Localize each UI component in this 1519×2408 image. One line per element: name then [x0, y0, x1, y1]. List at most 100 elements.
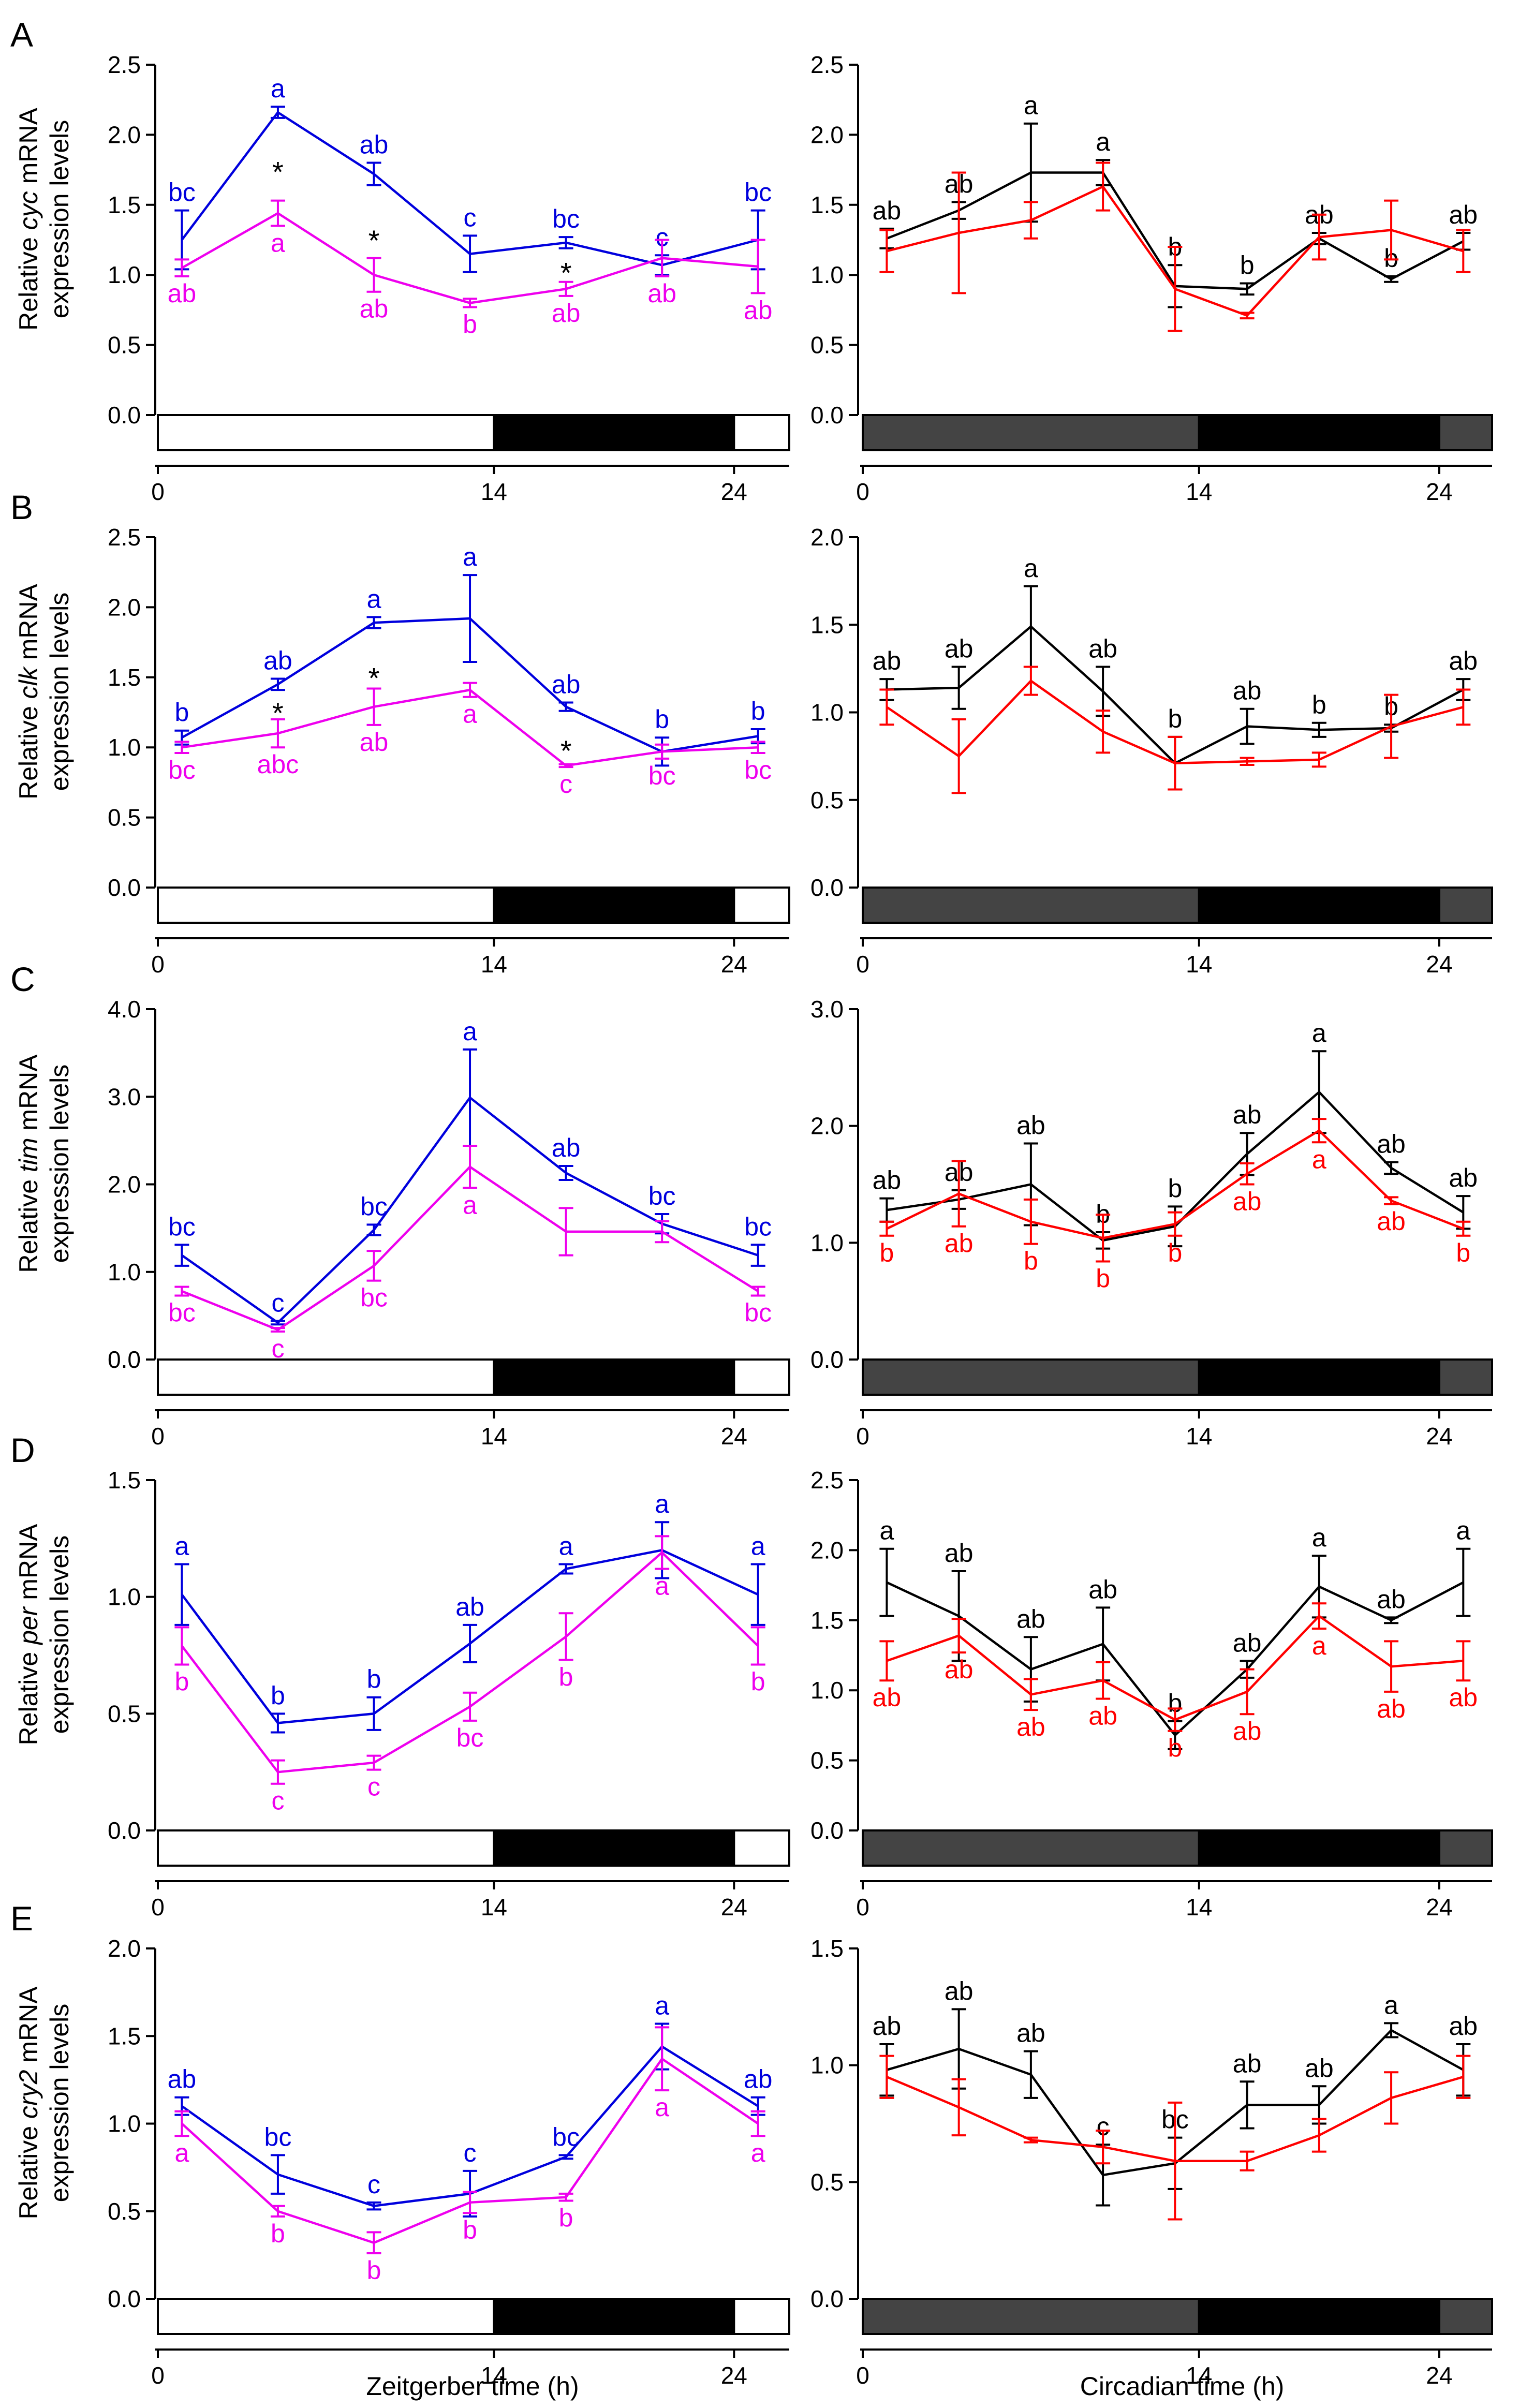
significance-letter: b: [271, 2219, 285, 2248]
y-tick-label: 2.0: [810, 1113, 844, 1140]
significance-letter: ab: [744, 2065, 773, 2094]
panel-C-left: C Relative tim mRNA expression levels 0.0 1.…: [10, 960, 790, 1450]
significance-letter: ab: [873, 1683, 902, 1712]
late-phase-bar: [1438, 1358, 1493, 1396]
y-axis-label-line2: expression levels: [45, 120, 74, 319]
y-axis-label-post: mRNA: [14, 583, 43, 667]
panel-E-left: E Relative cry2 mRNA expression levels 0.0 0…: [10, 1899, 790, 2389]
significance-letter: a: [1312, 1523, 1326, 1552]
significance-letter: b: [751, 697, 765, 726]
significance-letter: b: [174, 1667, 189, 1696]
dark-phase-bar: [1198, 1358, 1440, 1396]
significance-letter: ab: [1449, 1683, 1478, 1712]
y-tick-label: 3.0: [810, 996, 844, 1023]
significance-letter: b: [880, 1238, 894, 1267]
y-axis-label-line2: expression levels: [45, 593, 74, 791]
significance-letter: b: [1168, 1238, 1182, 1267]
x-tick-label: 24: [721, 1423, 747, 1450]
significance-letter: ab: [1233, 1628, 1262, 1657]
significance-letter: bc: [552, 2122, 580, 2151]
significance-letter: ab: [1016, 1712, 1045, 1741]
significance-letter: b: [271, 1681, 285, 1710]
x-tick-label: 24: [721, 1894, 747, 1921]
significance-letter: ab: [1088, 1575, 1117, 1604]
significance-letter: b: [367, 1665, 381, 1694]
significance-letter: a: [174, 1531, 189, 1560]
y-axis-label-pre: Relative: [14, 699, 43, 800]
significance-letter: bc: [552, 204, 580, 233]
series-blue: ab bc c c bc a ab: [168, 1991, 773, 2218]
late-phase-bar: [733, 414, 790, 451]
y-axis-label-post: mRNA: [14, 108, 43, 191]
significance-letter: ab: [168, 279, 197, 308]
significance-letter: b: [1168, 704, 1182, 733]
y-tick-label: 0.5: [810, 2168, 844, 2195]
significance-letter: b: [559, 2203, 573, 2232]
y-axis-label-gene: cry2: [14, 2070, 43, 2119]
significance-letter: a: [1024, 554, 1038, 583]
x-tick-label: 14: [1186, 2362, 1212, 2389]
significance-letter: c: [367, 2170, 380, 2199]
y-axis-label-line2: expression levels: [45, 2004, 74, 2203]
x-tick-label: 14: [1186, 1423, 1212, 1450]
y-axis-label: Relative cyc mRNA: [14, 108, 43, 331]
significance-letter: b: [1096, 1264, 1110, 1293]
y-tick-label: 2.0: [108, 1171, 141, 1198]
y-tick-label: 2.0: [810, 1537, 844, 1563]
left-x-axis-label: Zeitgerber time (h): [366, 2372, 579, 2401]
y-tick-label: 1.0: [108, 2110, 141, 2137]
late-phase-bar: [1438, 414, 1493, 451]
significance-letter: c: [464, 2138, 477, 2167]
significance-letter: a: [1384, 1990, 1398, 2019]
significance-letter: b: [174, 698, 189, 727]
x-tick-label: 0: [151, 1894, 165, 1921]
series-blue: b ab a a ab b b: [174, 542, 765, 767]
significance-letter: b: [463, 2215, 477, 2244]
x-tick-label: 24: [1426, 1894, 1452, 1921]
significance-letter: bc: [168, 756, 196, 785]
significance-star: *: [561, 734, 572, 767]
significance-letter: b: [367, 2256, 381, 2285]
y-tick-label: 2.0: [810, 524, 844, 551]
y-tick-label: 0.5: [810, 1747, 844, 1774]
significance-letter: bc: [168, 1298, 196, 1327]
significance-letter: ab: [552, 670, 581, 699]
y-tick-label: 0.0: [810, 1817, 844, 1844]
significance-letter: ab: [1449, 2012, 1478, 2041]
significance-letter: ab: [1233, 2049, 1262, 2078]
light-phase-bar: [862, 2298, 1200, 2335]
significance-letter: b: [751, 1667, 765, 1696]
series-red: [879, 161, 1471, 332]
significance-letter: a: [1024, 91, 1038, 120]
significance-letter: ab: [1449, 200, 1478, 229]
y-tick-label: 1.0: [810, 2052, 844, 2079]
significance-letter: bc: [360, 1192, 388, 1221]
dark-phase-bar: [1198, 1829, 1440, 1867]
late-phase-bar: [733, 1829, 790, 1867]
panel-letter: A: [10, 16, 33, 54]
significance-star: *: [272, 155, 284, 188]
significance-letter: bc: [648, 761, 676, 790]
y-axis-label-gene: cyc: [14, 191, 43, 230]
y-axis-label: Relative clk mRNA: [14, 583, 43, 799]
significance-letter: ab: [1377, 1207, 1406, 1236]
significance-letter: b: [1168, 1734, 1182, 1763]
panel-letter: D: [10, 1431, 35, 1469]
x-tick-label: 0: [151, 1423, 165, 1450]
significance-letter: a: [463, 1190, 477, 1219]
y-tick-label: 0.0: [810, 1346, 844, 1373]
y-tick-label: 0.0: [108, 1346, 141, 1373]
significance-letter: a: [463, 1017, 477, 1046]
significance-letter: ab: [873, 1166, 902, 1195]
x-tick-label: 24: [1426, 1423, 1452, 1450]
y-tick-label: 2.5: [810, 1467, 844, 1494]
significance-letter: bc: [168, 178, 196, 207]
panel-A-right: 0.00.51.01.52.02.501424ababaabbabbab: [810, 51, 1493, 505]
y-tick-label: 1.0: [810, 1677, 844, 1704]
significance-letter: ab: [945, 1539, 974, 1568]
x-tick-label: 14: [481, 1423, 507, 1450]
significance-letter: ab: [945, 1976, 974, 2005]
y-axis-label: Relative per mRNA: [14, 1524, 43, 1746]
y-axis-label-gene: tim: [14, 1137, 43, 1172]
